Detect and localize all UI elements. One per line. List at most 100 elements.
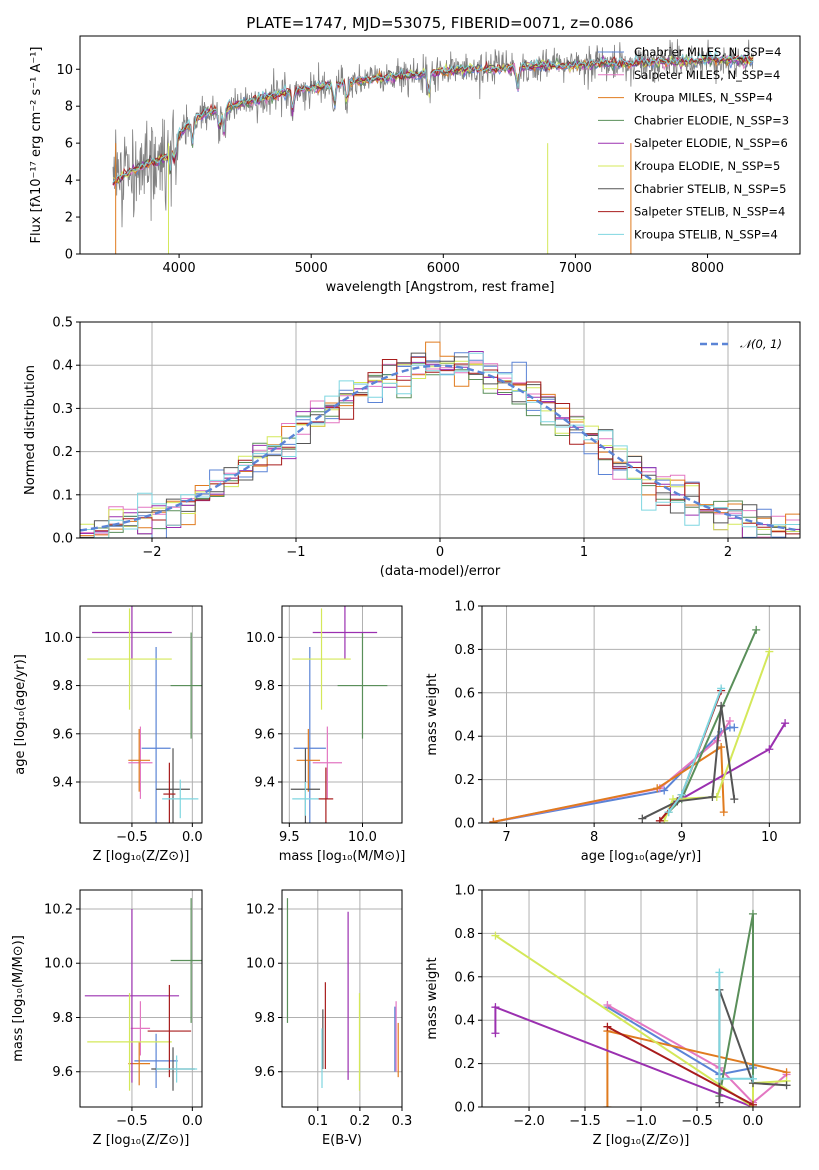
panel-2: −2 −1 0 1 2 0.0 0.1 0.2 0.3 0.4 0.5 (data-model)/er…	[23, 316, 801, 579]
y-tick-label: 0.3	[52, 402, 73, 417]
y-axis-label: mass weight	[425, 673, 440, 755]
point-marker	[664, 808, 673, 817]
point-marker	[782, 1068, 791, 1077]
point-marker	[715, 1074, 724, 1083]
y-axis-label: Normed distribution	[23, 365, 38, 495]
legend-label: Chabrier ELODIE, N_SSP=3	[634, 113, 789, 127]
point-marker	[603, 1022, 612, 1031]
point-marker	[491, 1029, 500, 1038]
series-line	[659, 690, 723, 822]
point-marker	[765, 745, 774, 754]
point-marker	[715, 1098, 724, 1107]
legend-label: Salpeter MILES, N_SSP=4	[634, 68, 780, 82]
point-marker	[781, 719, 790, 728]
x-tick-label: 10	[761, 830, 778, 845]
y-tick-label: 10.0	[44, 957, 73, 972]
plot-area	[491, 909, 791, 1107]
series-line	[606, 1025, 754, 1106]
y-tick-label: 0.4	[454, 730, 475, 745]
x-tick-label: −0.5	[116, 830, 148, 845]
model-spectrum	[112, 51, 754, 184]
x-tick-label: 0.2	[350, 1114, 371, 1129]
y-tick-label: 0.5	[52, 316, 73, 331]
plot-area	[290, 606, 388, 823]
y-tick-label: 1.0	[454, 600, 475, 615]
point-marker	[491, 931, 500, 940]
legend-label: Kroupa STELIB, N_SSP=4	[634, 227, 778, 241]
model-spectrum	[112, 48, 754, 183]
y-tick-label: 0.2	[52, 445, 73, 460]
x-tick-label: 2	[724, 545, 732, 560]
point-marker	[603, 1103, 612, 1107]
point-marker	[715, 968, 724, 977]
legend-label: Chabrier STELIB, N_SSP=5	[634, 182, 786, 196]
x-tick-label: −1	[286, 545, 305, 560]
y-tick-label: 9.6	[254, 1065, 275, 1080]
panel-3: −0.5 0.0 9.4 9.6 9.8 10.0 Z [log₁₀(Z/Z⊙)] age […	[13, 605, 203, 864]
y-tick-label: 0.6	[454, 970, 475, 985]
y-tick-label: 9.8	[52, 679, 73, 694]
x-tick-label: 5000	[295, 261, 328, 276]
y-tick-label: 10.2	[44, 902, 73, 917]
x-tick-label: 10.0	[348, 830, 377, 845]
point-marker	[489, 817, 498, 823]
legend-label: Kroupa ELODIE, N_SSP=5	[634, 159, 780, 173]
y-tick-label: 0.6	[454, 686, 475, 701]
y-tick-label: 0	[65, 248, 73, 263]
point-marker	[677, 790, 686, 799]
legend-label: Salpeter STELIB, N_SSP=4	[634, 205, 785, 219]
axes-frame	[79, 889, 203, 1108]
point-marker	[653, 784, 662, 793]
x-tick-label: 7000	[559, 261, 592, 276]
x-axis-label: age [log₁₀(age/yr)]	[581, 849, 702, 864]
x-tick-label: 0.3	[392, 1114, 413, 1129]
x-axis-label: (data-model)/error	[380, 564, 501, 579]
x-tick-label: −0.5	[681, 1114, 713, 1129]
y-tick-label: 9.8	[254, 1011, 275, 1026]
x-tick-label: 4000	[163, 261, 196, 276]
point-marker	[765, 647, 774, 656]
y-tick-label: 9.8	[52, 1011, 73, 1026]
series-line	[493, 726, 735, 823]
x-tick-label: 9.5	[279, 830, 300, 845]
x-tick-label: −2	[142, 545, 161, 560]
axes-frame	[79, 605, 203, 824]
y-tick-label: 0.8	[454, 927, 475, 942]
point-marker	[719, 808, 728, 817]
legend-label: 𝒩(0, 1)	[740, 337, 782, 351]
y-axis-label: mass [log₁₀(M/M⊙)]	[11, 935, 26, 1062]
point-marker	[717, 743, 726, 752]
point-marker	[730, 795, 739, 804]
point-marker	[638, 814, 647, 823]
y-axis-label: age [log₁₀(age/yr)]	[13, 654, 28, 775]
point-marker	[748, 1100, 757, 1107]
x-tick-label: 9	[678, 830, 686, 845]
panel-7: 0.1 0.2 0.3 9.6 9.8 10.0 10.2 E(B-V)	[246, 889, 413, 1148]
y-tick-label: 0.0	[454, 1101, 475, 1116]
x-tick-label: 7	[502, 830, 510, 845]
x-axis-label: Z [log₁₀(Z/Z⊙)]	[593, 1133, 690, 1148]
axes-frame	[79, 321, 801, 539]
x-axis-label: E(B-V)	[322, 1133, 362, 1148]
x-tick-label: −2.0	[513, 1114, 545, 1129]
y-tick-label: 8	[65, 100, 73, 115]
panel-6: −0.5 0.0 9.6 9.8 10.0 10.2 Z [log₁₀(Z/Z⊙)] mass…	[11, 889, 203, 1148]
x-tick-label: 0	[436, 545, 444, 560]
plot-area	[489, 625, 790, 823]
plot-area	[84, 898, 202, 1091]
y-tick-label: 0.4	[52, 359, 73, 374]
point-marker	[730, 723, 739, 732]
axes-frame	[79, 35, 801, 255]
y-tick-label: 0.0	[454, 817, 475, 832]
y-tick-label: 0.8	[454, 643, 475, 658]
x-axis-label: wavelength [Angstrom, rest frame]	[326, 280, 555, 295]
y-tick-label: 6	[65, 137, 73, 152]
axes-frame	[481, 605, 801, 824]
point-marker	[717, 701, 726, 710]
x-tick-label: 0.0	[182, 830, 203, 845]
y-tick-label: 10.0	[246, 957, 275, 972]
panel-1: 4000 5000 6000 7000 8000 0 2 4 6 8 10 wavelength [A…	[29, 35, 801, 295]
point-marker	[708, 792, 717, 801]
axes-frame	[281, 889, 403, 1108]
plot-area	[112, 39, 754, 254]
